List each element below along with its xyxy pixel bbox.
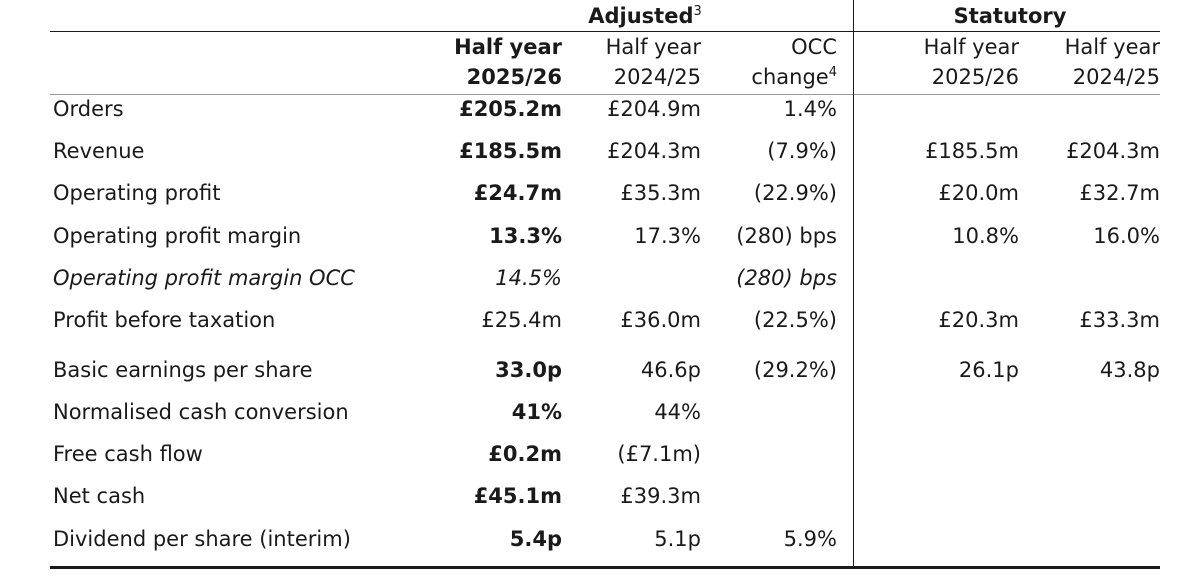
cell-occ-change: (29.2%) <box>753 358 837 382</box>
cell-occ-change: 1.4% <box>783 97 837 121</box>
cell-adjusted-2024-25: £204.3m <box>607 139 701 163</box>
cell-statutory-2024-25: £204.3m <box>1066 139 1160 163</box>
row-label: Operating profit <box>53 181 221 205</box>
cell-occ-change: (280) bps <box>736 224 837 248</box>
statutory-label: Statutory <box>953 4 1067 28</box>
col-header-line2: 2024/25 <box>613 65 701 89</box>
row-label: Revenue <box>53 139 145 163</box>
cell-statutory-2024-25: £32.7m <box>1079 181 1160 205</box>
header-top-rule <box>50 31 1160 32</box>
cell-adjusted-2025-26: 41% <box>511 400 562 424</box>
cell-adjusted-2024-25: 5.1p <box>654 527 701 551</box>
col-header-line2: change4 <box>700 64 837 90</box>
cell-adjusted-2024-25: (£7.1m) <box>617 442 701 466</box>
cell-adjusted-2024-25: £36.0m <box>620 308 701 332</box>
cell-statutory-2025-26: £185.5m <box>925 139 1019 163</box>
table-bottom-rule <box>50 566 1160 569</box>
header-bottom-rule <box>50 94 1160 95</box>
cell-adjusted-2024-25: £35.3m <box>620 181 701 205</box>
row-label: Operating profit margin OCC <box>53 266 355 290</box>
cell-occ-change: 5.9% <box>783 527 837 551</box>
row-label: Free cash flow <box>53 442 203 466</box>
col-header-line1: Half year <box>1064 35 1160 59</box>
cell-adjusted-2025-26: £185.5m <box>459 139 562 163</box>
cell-adjusted-2024-25: 46.6p <box>640 358 701 382</box>
cell-occ-change: (22.5%) <box>753 308 837 332</box>
col-header-line2: 2024/25 <box>1072 65 1160 89</box>
row-label: Profit before taxation <box>53 308 276 332</box>
cell-adjusted-2024-25: £204.9m <box>607 97 701 121</box>
cell-adjusted-2024-25: 44% <box>654 400 701 424</box>
row-label: Net cash <box>53 484 146 508</box>
cell-statutory-2025-26: 26.1p <box>958 358 1019 382</box>
cell-adjusted-2024-25: 17.3% <box>634 224 701 248</box>
cell-statutory-2025-26: £20.3m <box>938 308 1019 332</box>
statutory-header: Statutory <box>905 3 1115 29</box>
col-header-line1: Half year <box>923 35 1019 59</box>
cell-adjusted-2025-26: £25.4m <box>481 308 562 332</box>
adjusted-footnote-ref: 3 <box>693 4 702 19</box>
statutory-divider <box>853 0 854 568</box>
col-header-line1: Half year <box>605 35 701 59</box>
cell-adjusted-2024-25: £39.3m <box>620 484 701 508</box>
col-header-line1: Half year <box>454 35 562 59</box>
cell-occ-change: (280) bps <box>736 266 837 290</box>
row-label: Basic earnings per share <box>53 358 313 382</box>
row-label: Orders <box>53 97 124 121</box>
row-label: Dividend per share (interim) <box>53 527 351 551</box>
cell-statutory-2024-25: 43.8p <box>1099 358 1160 382</box>
adjusted-header: Adjusted3 <box>560 3 730 29</box>
col-header-line2: 2025/26 <box>466 65 562 89</box>
col-header-line1: OCC <box>791 35 837 59</box>
cell-adjusted-2025-26: £0.2m <box>488 442 562 466</box>
adjusted-label: Adjusted <box>588 4 694 28</box>
cell-occ-change: (22.9%) <box>753 181 837 205</box>
cell-statutory-2024-25: 16.0% <box>1093 224 1160 248</box>
cell-adjusted-2025-26: 5.4p <box>509 527 562 551</box>
occ-change-label: change <box>751 65 829 89</box>
cell-adjusted-2025-26: 13.3% <box>489 224 562 248</box>
cell-adjusted-2025-26: 33.0p <box>495 358 562 382</box>
cell-statutory-2025-26: 10.8% <box>952 224 1019 248</box>
cell-statutory-2025-26: £20.0m <box>938 181 1019 205</box>
cell-adjusted-2025-26: £205.2m <box>459 97 562 121</box>
col-header-line2: 2025/26 <box>931 65 1019 89</box>
cell-adjusted-2025-26: £24.7m <box>473 181 562 205</box>
cell-occ-change: (7.9%) <box>767 139 837 163</box>
cell-adjusted-2025-26: £45.1m <box>473 484 562 508</box>
row-label: Normalised cash conversion <box>53 400 349 424</box>
cell-adjusted-2025-26: 14.5% <box>495 266 562 290</box>
cell-statutory-2024-25: £33.3m <box>1079 308 1160 332</box>
row-label: Operating profit margin <box>53 224 302 248</box>
occ-footnote-ref: 4 <box>828 65 837 80</box>
